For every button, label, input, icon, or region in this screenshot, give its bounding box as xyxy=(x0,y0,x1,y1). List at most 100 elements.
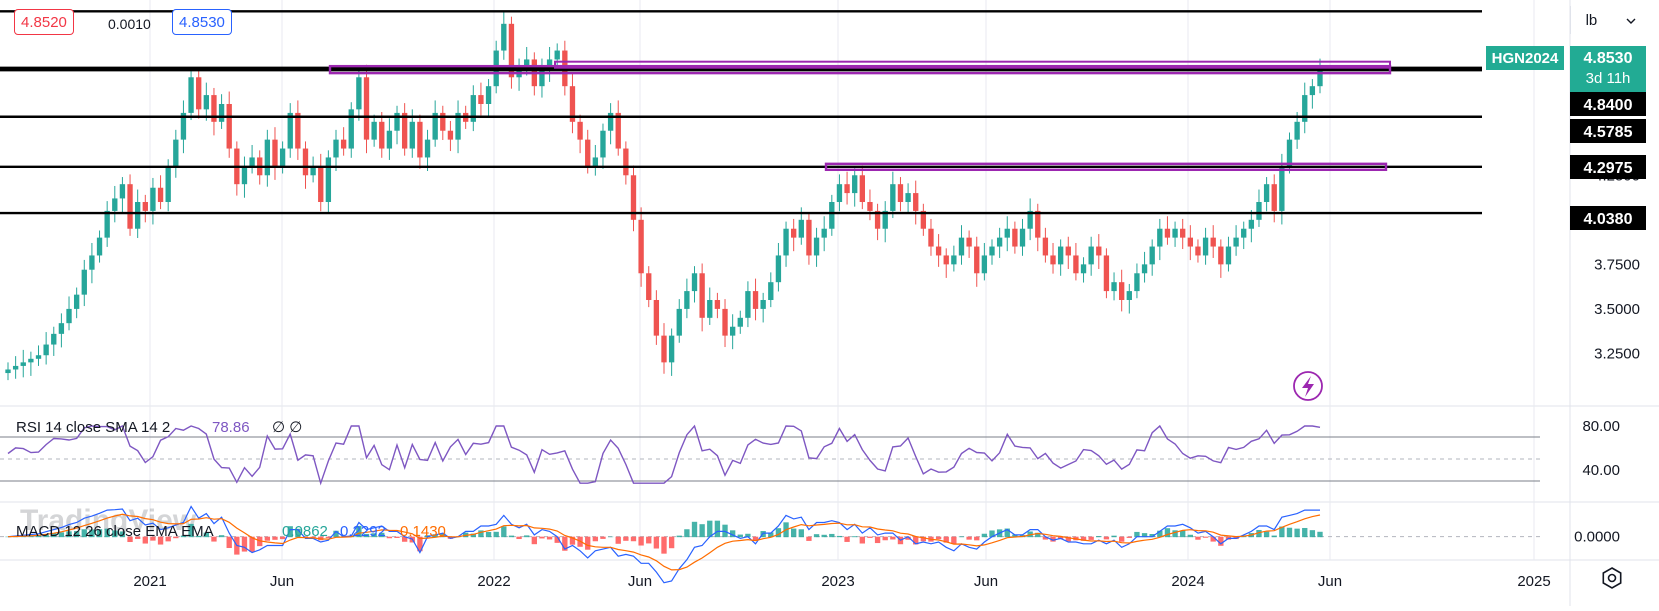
macd-histogram-bar xyxy=(508,535,515,538)
macd-histogram-bar xyxy=(1164,528,1171,538)
macd-histogram-bar xyxy=(157,536,164,545)
candle-body xyxy=(1210,237,1216,247)
macd-histogram-bar xyxy=(882,536,888,541)
level-price: 4.5785 xyxy=(1584,124,1633,141)
candle-body xyxy=(935,246,942,256)
macd-histogram-bar xyxy=(196,535,202,538)
macd-histogram-bar xyxy=(272,536,278,540)
candle-body xyxy=(302,148,309,176)
macd-histogram-bar xyxy=(1172,530,1178,538)
macd-histogram-bar xyxy=(920,536,927,542)
macd-histogram-bar xyxy=(417,536,423,552)
macd-histogram-bar xyxy=(905,536,911,540)
candle-body xyxy=(112,198,118,211)
ask-price-box[interactable]: 4.8530 xyxy=(172,9,232,35)
macd-histogram-bar xyxy=(661,536,667,554)
candle-body xyxy=(890,184,896,211)
candle-body xyxy=(295,112,301,149)
candle-body xyxy=(1271,184,1277,211)
candle-body xyxy=(760,300,766,309)
macd-histogram-bar xyxy=(1256,529,1262,538)
x-tick-label: 2024 xyxy=(1171,573,1204,590)
macd-histogram-bar xyxy=(729,530,736,538)
candle-body xyxy=(35,355,42,359)
level-price: 4.8400 xyxy=(1584,97,1633,114)
bid-price-box[interactable]: 4.8520 xyxy=(14,9,74,35)
x-tick-label: 2022 xyxy=(477,573,510,590)
macd-value: 0.2292 xyxy=(340,523,386,540)
candle-body xyxy=(333,139,339,158)
candle-body xyxy=(318,166,324,202)
candle-body xyxy=(1149,246,1155,265)
candle-body xyxy=(180,112,187,140)
x-tick-label: 2023 xyxy=(821,573,854,590)
candle-body xyxy=(844,184,850,194)
candle-body xyxy=(1294,121,1300,140)
candle-body xyxy=(470,95,476,122)
candle-body xyxy=(1302,95,1308,122)
macd-histogram-bar xyxy=(615,536,621,544)
macd-histogram-bar xyxy=(58,532,65,538)
macd-histogram-bar xyxy=(1149,534,1155,538)
level-price-tag xyxy=(1570,92,1646,116)
candle-body xyxy=(714,300,721,309)
candle-body xyxy=(272,139,278,167)
macd-histogram-bar xyxy=(188,523,194,538)
candle-body xyxy=(745,291,751,318)
candle-body xyxy=(135,202,141,229)
candle-body xyxy=(394,112,400,131)
candle-body xyxy=(1065,246,1071,256)
macd-histogram-bar xyxy=(1263,531,1270,538)
candle-body xyxy=(913,193,919,211)
candle-body xyxy=(119,184,126,199)
candle-body xyxy=(1180,228,1186,238)
macd-histogram-bar xyxy=(1080,536,1087,541)
candle-body xyxy=(1286,139,1293,167)
resistance-zone xyxy=(824,162,1388,172)
macd-histogram-bar xyxy=(180,535,187,538)
unit-selector[interactable]: lb xyxy=(1570,6,1651,34)
candle-body xyxy=(699,273,705,318)
candle-body xyxy=(501,23,507,51)
gear-icon[interactable] xyxy=(1600,566,1624,590)
level-price: 4.0380 xyxy=(1584,211,1633,228)
macd-histogram-bar xyxy=(592,536,599,542)
candle-body xyxy=(1019,228,1026,247)
candle-body xyxy=(958,237,965,256)
candle-body xyxy=(661,335,667,363)
candle-body xyxy=(798,219,804,238)
candle-body xyxy=(127,184,133,229)
macd-histogram-bar xyxy=(493,531,499,538)
macd-histogram-bar xyxy=(379,532,385,538)
macd-histogram-bar xyxy=(249,536,255,552)
candle-body xyxy=(1256,202,1262,220)
macd-histogram-bar xyxy=(478,530,484,538)
last-price-tag xyxy=(1570,46,1646,92)
macd-histogram-bar xyxy=(638,536,644,546)
candle-body xyxy=(623,148,629,176)
macd-histogram-bar xyxy=(821,534,827,538)
candle-body xyxy=(508,23,515,78)
candle-body xyxy=(905,193,911,202)
macd-histogram-bar xyxy=(371,533,377,538)
x-tick-label: 2025 xyxy=(1517,573,1550,590)
candle-body xyxy=(325,157,332,202)
candle-body xyxy=(1057,246,1064,265)
candle-body xyxy=(577,121,583,140)
macd-histogram-bar xyxy=(1317,531,1323,538)
candle-body xyxy=(646,273,652,300)
candle-body xyxy=(424,139,431,158)
macd-histogram-bar xyxy=(981,533,988,538)
macd-histogram-bar xyxy=(974,536,980,541)
macd-histogram-bar xyxy=(798,529,804,538)
x-tick-label: 2021 xyxy=(133,573,166,590)
macd-histogram-bar xyxy=(241,536,248,552)
candle-body xyxy=(51,333,57,345)
candle-body xyxy=(737,317,743,327)
candle-body xyxy=(974,246,980,274)
candle-body xyxy=(142,202,148,211)
macd-histogram-bar xyxy=(935,536,942,540)
macd-histogram-bar xyxy=(127,536,133,543)
